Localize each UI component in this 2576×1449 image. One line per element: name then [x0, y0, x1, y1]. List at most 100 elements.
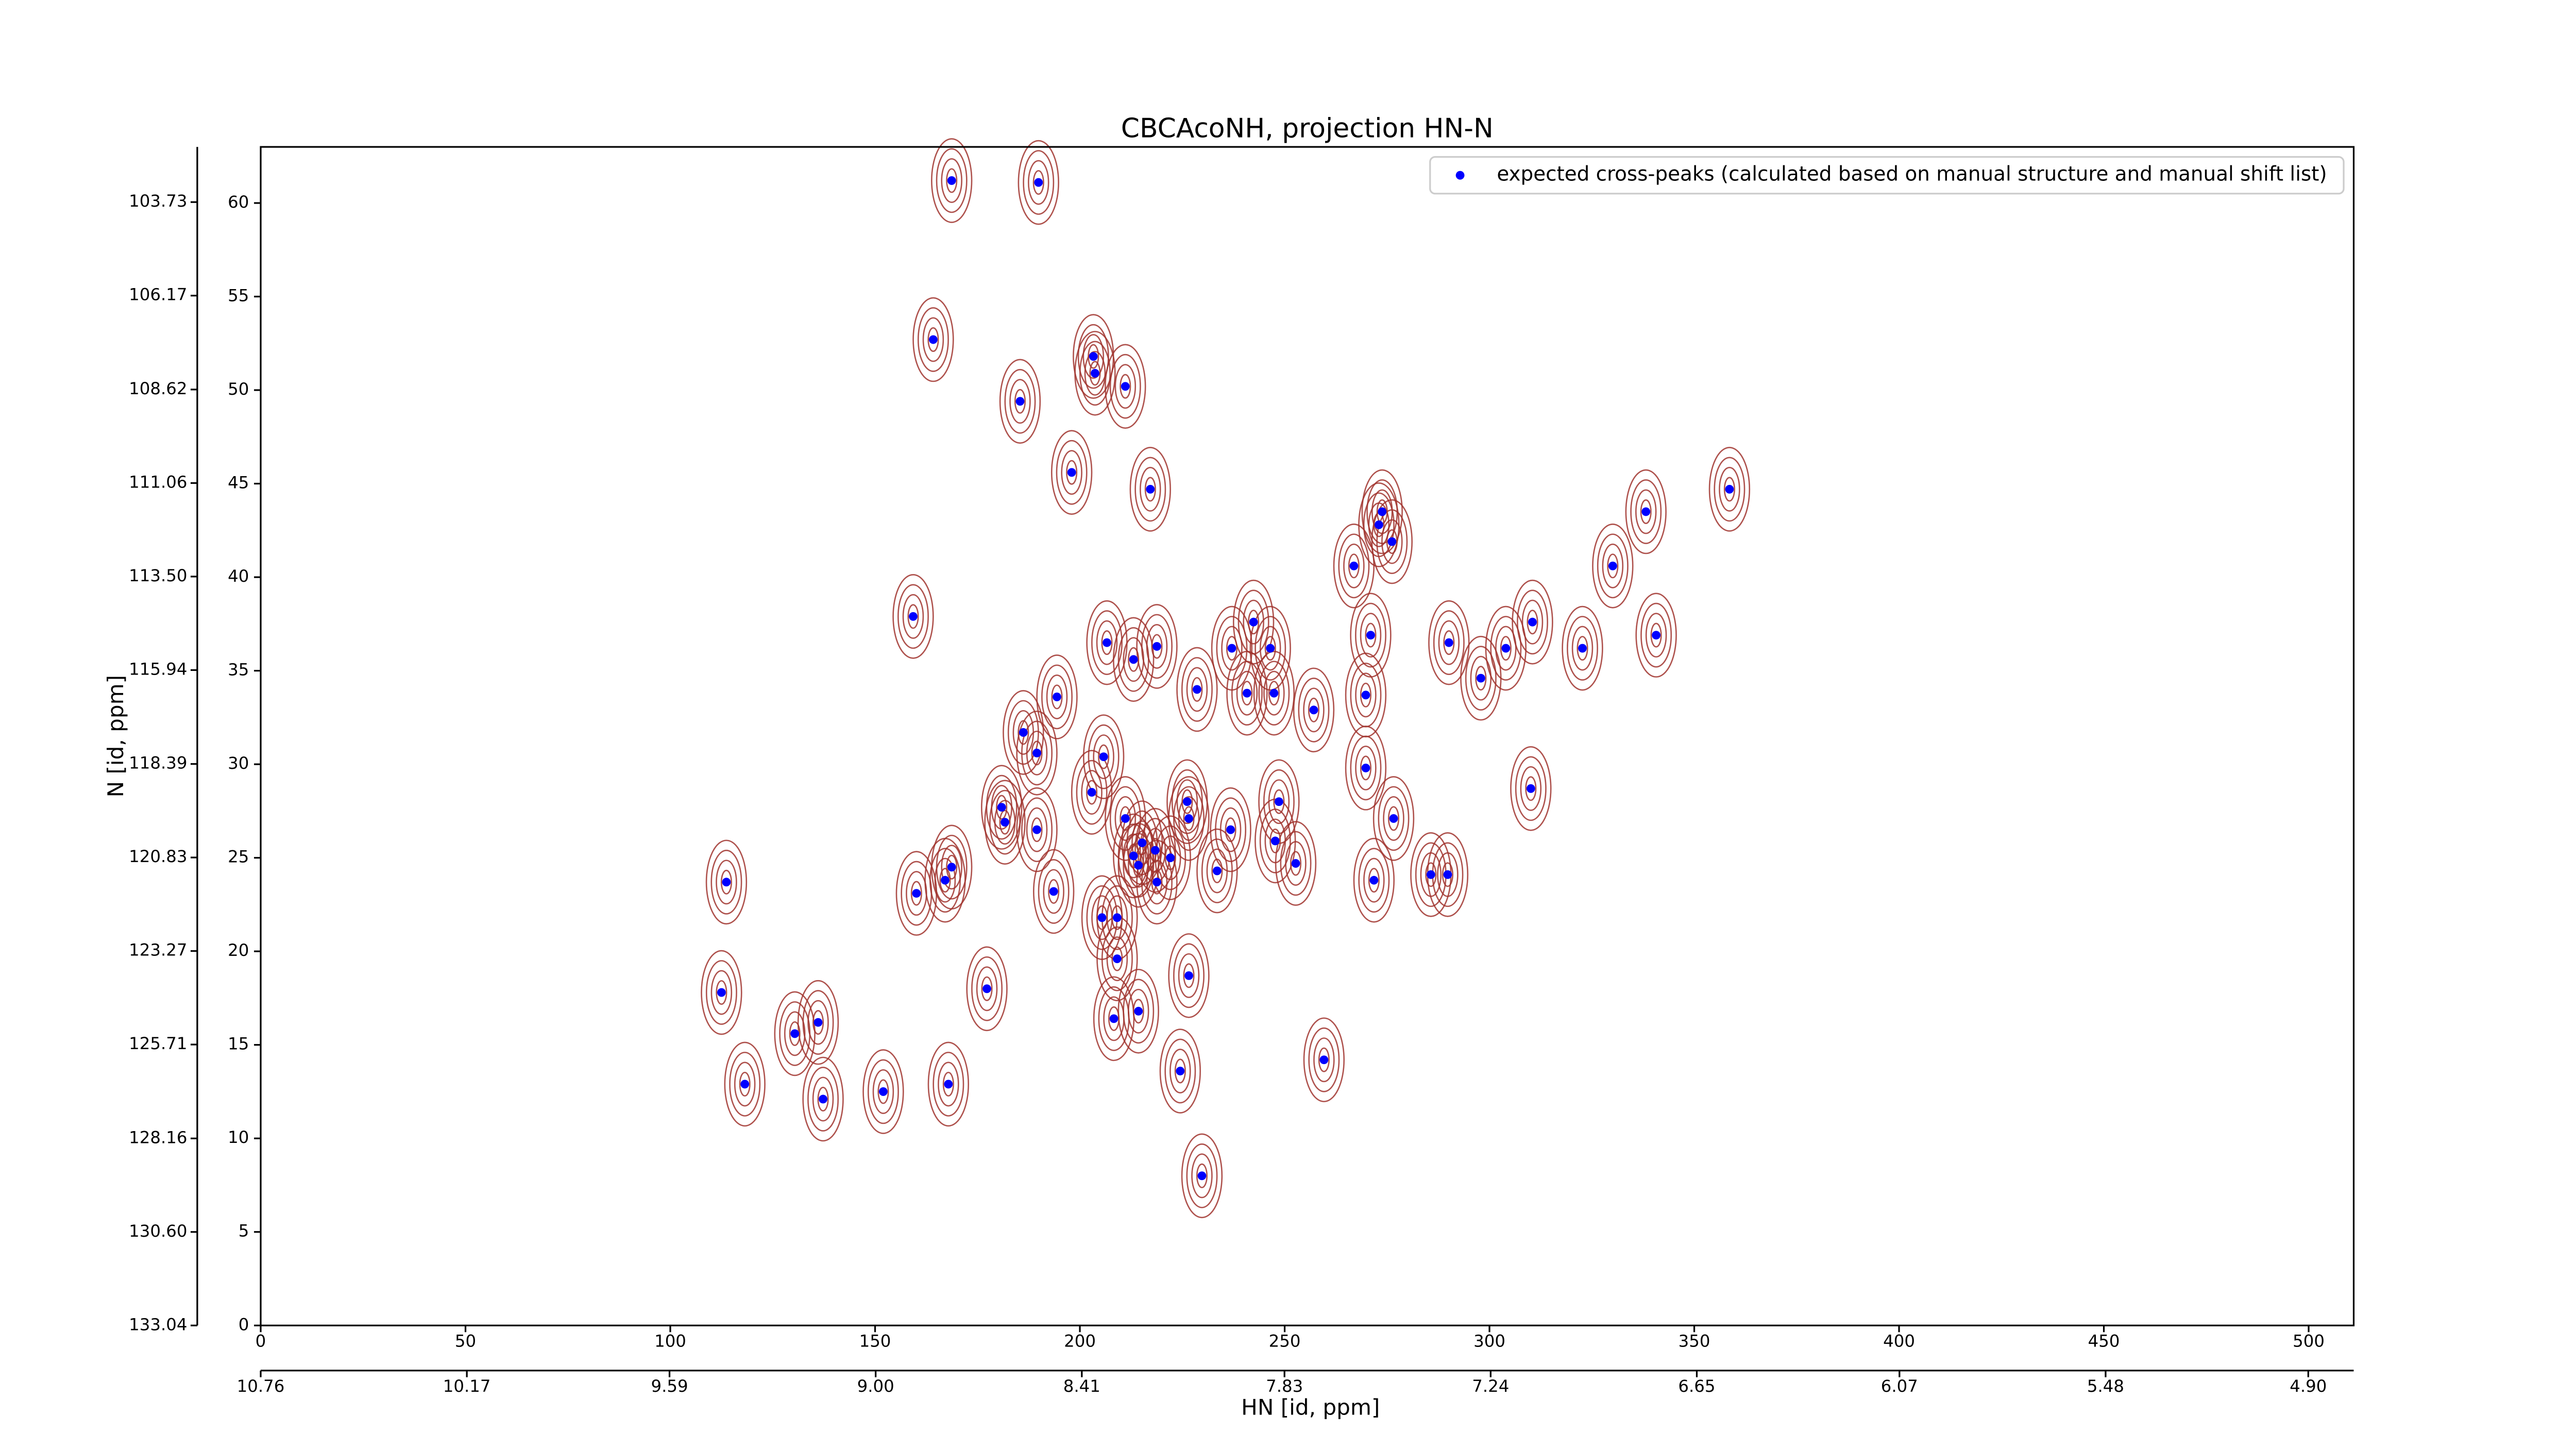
- peak-contour: [1355, 602, 1386, 668]
- peak-contour: [946, 854, 958, 880]
- peak-contour: [984, 780, 1026, 865]
- y2-tick-label: 133.04: [129, 1315, 187, 1334]
- cross-peak: [1134, 861, 1143, 870]
- x2-tick-label: 7.24: [1472, 1376, 1509, 1396]
- peak-contour: [1127, 988, 1149, 1034]
- peak-contour: [981, 765, 1023, 850]
- y-tick-label: 60: [228, 192, 249, 212]
- y-tick-label: 45: [228, 473, 249, 493]
- peak-contour: [942, 1071, 954, 1097]
- peak-contour: [1360, 613, 1382, 658]
- peak-contour: [1708, 447, 1751, 532]
- peak-contour: [1308, 1027, 1340, 1092]
- peak-contour: [1014, 389, 1026, 414]
- cross-peak: [1389, 814, 1398, 823]
- cross-peak: [1361, 690, 1370, 700]
- cross-peak: [1444, 638, 1453, 647]
- cross-peak: [1725, 485, 1734, 494]
- peak-contour: [1241, 681, 1253, 706]
- peak-contour: [1368, 502, 1390, 547]
- contour-layer: [701, 138, 1751, 1219]
- cross-peak: [1578, 644, 1587, 653]
- peak-contour: [710, 970, 733, 1015]
- peak-contour: [1231, 661, 1263, 726]
- peak-contour: [1378, 786, 1410, 851]
- peak-contour: [1111, 946, 1123, 971]
- peak-contour: [1106, 936, 1128, 982]
- peak-contour: [1117, 969, 1159, 1054]
- cross-peak: [1103, 638, 1111, 647]
- y-tick-label: 50: [228, 379, 249, 399]
- peak-contour: [1255, 616, 1286, 681]
- cross-peak: [1212, 866, 1222, 875]
- cross-peak: [982, 984, 991, 993]
- peak-contour: [1109, 353, 1141, 419]
- x-tick-label: 300: [1473, 1332, 1505, 1351]
- peak-contour: [1372, 776, 1415, 861]
- peak-contour: [1151, 869, 1163, 895]
- peak-contour: [1016, 711, 1058, 796]
- peak-contour: [941, 845, 962, 890]
- peak-contour: [1475, 666, 1487, 691]
- peak-contour: [1021, 720, 1053, 786]
- peak-contour: [1650, 622, 1662, 648]
- peak-contour: [1333, 524, 1375, 609]
- peak-contour: [1640, 602, 1672, 668]
- peak-contour: [1308, 697, 1319, 722]
- peak-contour: [994, 800, 1016, 845]
- peak-contour: [1714, 457, 1745, 522]
- peak-contour: [931, 138, 973, 223]
- peak-contour: [906, 871, 927, 916]
- peak-contour: [1186, 667, 1208, 712]
- peak-contour: [1101, 630, 1113, 655]
- peak-contour: [1248, 610, 1260, 635]
- y2-tick-label: 120.83: [129, 847, 187, 866]
- peak-contour: [1386, 529, 1398, 554]
- peak-contour: [1027, 160, 1049, 205]
- peak-contour: [1525, 776, 1537, 801]
- peak-contour: [1123, 979, 1155, 1044]
- cross-peak: [1129, 851, 1138, 861]
- cross-peak: [1112, 954, 1122, 964]
- y2-tick-label: 106.17: [129, 285, 187, 305]
- peak-contour: [1425, 862, 1437, 887]
- peak-contour: [897, 584, 929, 649]
- peak-contour: [1495, 626, 1517, 671]
- cross-peak: [997, 803, 1006, 812]
- cross-peak: [717, 988, 726, 997]
- peak-contour: [901, 861, 933, 926]
- peak-contour: [996, 795, 1008, 820]
- cross-peak: [1374, 520, 1383, 529]
- cross-peak: [912, 889, 921, 898]
- x-tick-label: 250: [1269, 1332, 1301, 1351]
- x-tick-label: 500: [2293, 1332, 2325, 1351]
- cross-peak: [722, 878, 731, 887]
- peak-contour: [1113, 617, 1155, 702]
- peak-contour: [927, 1041, 969, 1127]
- peak-contour: [1442, 862, 1453, 887]
- peak-contour: [1258, 759, 1300, 845]
- x-tick-label: 400: [1883, 1332, 1915, 1351]
- cross-peak: [1097, 913, 1107, 922]
- peak-contour: [1036, 654, 1078, 739]
- peak-contour: [1280, 831, 1312, 896]
- peak-contour: [1577, 636, 1588, 661]
- peak-contour: [1635, 593, 1677, 678]
- peak-contour: [1470, 655, 1492, 701]
- peak-contour: [710, 850, 742, 915]
- peak-contour: [1264, 636, 1276, 661]
- marks-layer: [717, 176, 1734, 1181]
- peak-contour: [807, 1000, 829, 1045]
- peak-contour: [1129, 447, 1171, 532]
- peak-contour: [1567, 616, 1598, 681]
- peak-contour: [1038, 859, 1070, 924]
- peak-contour: [917, 307, 949, 372]
- peak-contour: [912, 297, 954, 382]
- peak-contour: [1093, 734, 1114, 780]
- peak-contour: [938, 1062, 959, 1107]
- peak-contour: [922, 317, 944, 362]
- peak-contour: [1031, 817, 1043, 843]
- peak-contour: [739, 1071, 751, 1097]
- cross-peak: [1269, 688, 1279, 698]
